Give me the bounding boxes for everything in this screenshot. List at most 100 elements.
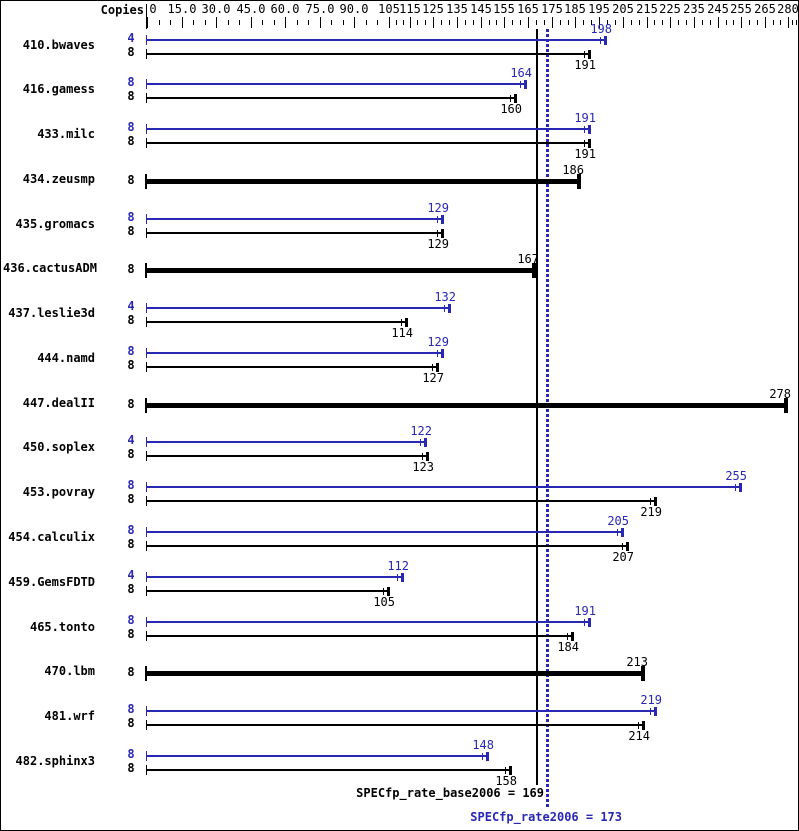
axis-tick-label: 45.0 — [236, 2, 266, 16]
result-bar-both — [147, 671, 642, 676]
copies-value: 8 — [127, 747, 135, 761]
bar-run-tick — [437, 216, 438, 223]
bar-run-tick — [510, 95, 511, 102]
bar-start-cap — [146, 437, 147, 447]
bar-end-marker — [387, 587, 390, 596]
copies-value: 4 — [127, 568, 135, 582]
bar-value-label: 114 — [391, 326, 413, 340]
axis-major-tick — [433, 17, 434, 28]
bar-run-tick — [420, 439, 421, 446]
result-bar-peak — [147, 486, 741, 488]
bar-end-marker — [577, 174, 581, 189]
result-bar-base — [147, 97, 516, 99]
axis-tick-label: 75.0 — [305, 2, 335, 16]
copies-value: 8 — [127, 613, 135, 627]
benchmark-label: 447.dealII — [22, 396, 95, 410]
axis-minor-tick — [465, 20, 466, 25]
bar-start-cap — [145, 666, 147, 681]
axis-minor-tick — [449, 20, 450, 25]
copies-value: 8 — [127, 761, 135, 775]
bar-start-cap — [146, 527, 147, 537]
bar-end-marker — [448, 304, 451, 313]
bar-end-marker — [588, 50, 591, 59]
bar-end-marker — [426, 452, 429, 461]
axis-major-tick — [320, 17, 321, 28]
axis-minor-tick — [591, 20, 592, 25]
benchmark-label: 435.gromacs — [15, 217, 95, 231]
axis-minor-tick — [228, 20, 229, 25]
bar-value-label: 122 — [410, 424, 432, 438]
copies-value: 8 — [127, 173, 135, 187]
bar-value-label: 198 — [590, 22, 612, 36]
copies-value: 4 — [127, 299, 135, 313]
axis-tick-label: 165 — [517, 2, 539, 16]
result-bar-base — [147, 545, 628, 547]
result-bar-peak — [147, 710, 656, 712]
axis-minor-tick — [662, 20, 663, 25]
bar-start-cap — [146, 586, 147, 596]
bar-end-marker — [514, 94, 517, 103]
bar-value-label: 129 — [427, 201, 449, 215]
result-bar-peak — [147, 218, 443, 220]
axis-minor-tick — [308, 20, 309, 25]
axis-major-tick — [741, 17, 742, 28]
result-bar-peak — [147, 441, 426, 443]
bar-end-marker — [654, 497, 657, 506]
bar-value-label: 191 — [574, 58, 596, 72]
axis-major-tick — [694, 17, 695, 28]
axis-tick-label: 265 — [754, 2, 776, 16]
result-bar-peak — [147, 621, 590, 623]
axis-major-tick — [552, 17, 553, 28]
bar-start-cap — [146, 49, 147, 59]
axis-major-tick — [718, 17, 719, 28]
bar-end-marker — [441, 349, 444, 358]
axis-major-tick — [182, 17, 183, 28]
axis-minor-tick — [366, 20, 367, 25]
bar-start-cap — [145, 174, 147, 189]
axis-tick-label: 60.0 — [270, 2, 300, 16]
bar-start-cap — [146, 706, 147, 716]
peak-reference-line — [546, 29, 549, 807]
bar-value-label: 219 — [640, 505, 662, 519]
bar-end-marker — [436, 363, 439, 372]
bar-start-cap — [146, 138, 147, 148]
axis-minor-tick — [274, 20, 275, 25]
axis-tick-label: 0 — [149, 2, 157, 16]
bar-start-cap — [146, 214, 147, 224]
copies-value: 8 — [127, 120, 135, 134]
result-bar-base — [147, 53, 590, 55]
axis-tick-label: 90.0 — [339, 2, 369, 16]
bar-start-cap — [145, 398, 147, 413]
bar-run-tick — [584, 140, 585, 147]
copies-value: 8 — [127, 224, 135, 238]
bar-run-tick — [437, 350, 438, 357]
bar-value-label: 127 — [422, 371, 444, 385]
axis-major-tick — [765, 17, 766, 28]
bar-run-tick — [437, 230, 438, 237]
axis-major-tick — [457, 17, 458, 28]
benchmark-label: 410.bwaves — [22, 38, 95, 52]
result-bar-peak — [147, 39, 606, 41]
axis-minor-tick — [796, 20, 797, 25]
axis-major-tick — [410, 17, 411, 28]
axis-minor-tick — [726, 20, 727, 25]
bar-run-tick — [567, 633, 568, 640]
bar-end-marker — [532, 263, 536, 278]
axis-tick-label: 235 — [683, 2, 705, 16]
bar-run-tick — [383, 588, 384, 595]
axis-minor-tick — [607, 20, 608, 25]
bar-end-marker — [588, 618, 591, 627]
bar-run-tick — [617, 529, 618, 536]
axis-major-tick — [285, 17, 286, 28]
copies-value: 8 — [127, 716, 135, 730]
bar-run-tick — [397, 574, 398, 581]
axis-minor-tick — [403, 20, 404, 25]
bar-run-tick — [622, 543, 623, 550]
axis-minor-tick — [560, 20, 561, 25]
axis-minor-tick — [193, 20, 194, 25]
axis-minor-tick — [205, 20, 206, 25]
axis-origin-line — [146, 4, 147, 29]
bar-end-marker — [509, 766, 512, 775]
peak-score-text: SPECfp_rate2006 = 173 — [470, 810, 622, 824]
bar-run-tick — [432, 364, 433, 371]
